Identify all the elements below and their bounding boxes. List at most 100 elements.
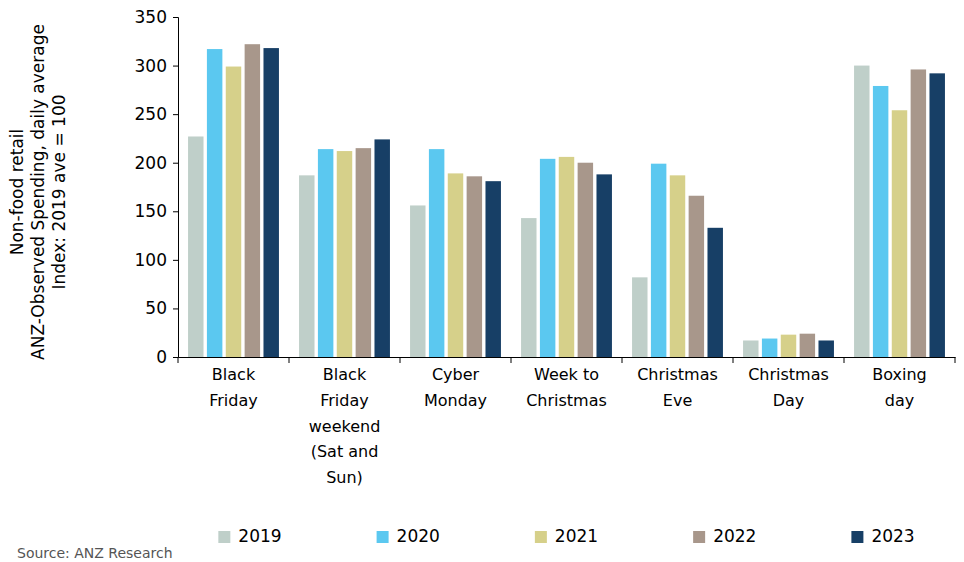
x-tick-label-line: Eve	[663, 391, 692, 410]
y-axis-line	[173, 18, 179, 358]
x-tick: Christmas Day	[748, 357, 829, 410]
bar-series	[263, 48, 944, 357]
x-tick-label: Black Friday	[209, 365, 258, 410]
bar	[429, 149, 444, 357]
y-tick-label: 200	[135, 153, 167, 173]
bar	[873, 86, 888, 357]
x-tick: Cyber Monday	[424, 357, 487, 410]
y-tick: 50	[145, 298, 178, 318]
legend-label: 2019	[238, 526, 281, 546]
x-tick-label: Christmas Day	[748, 365, 829, 410]
legend-label: 2021	[555, 526, 598, 546]
bar	[559, 157, 574, 357]
x-separator	[289, 357, 290, 363]
bar	[467, 176, 482, 357]
legend: 2019 2020 2021 2022 2023	[218, 526, 914, 546]
bar	[540, 159, 555, 357]
x-tick-label-line: Black	[212, 365, 256, 384]
y-tick: 100	[135, 250, 178, 270]
bar	[929, 73, 944, 357]
bar	[632, 277, 647, 357]
bar	[521, 218, 536, 357]
legend-swatch	[851, 531, 863, 543]
x-tick-label: BlackFridayweekend(Sat andSun)	[309, 365, 381, 486]
chart: 050100150200250300350BlackFridayBlackFri…	[0, 0, 964, 562]
x-tick-label-line: Week to	[534, 365, 599, 384]
y-tick-mark	[173, 357, 178, 358]
y-axis-title-line: ANZ-Observed Spending, daily average	[28, 24, 48, 360]
bar-series	[188, 66, 869, 357]
x-tick-label: Week to Christmas	[526, 365, 607, 410]
y-tick-label: 300	[135, 56, 167, 76]
y-tick-label: 250	[135, 104, 167, 124]
y-tick-mark	[173, 308, 178, 309]
x-tick-label-line: Christmas	[748, 365, 829, 384]
x-separator	[178, 357, 179, 363]
x-separator	[511, 357, 512, 363]
bar-series	[226, 67, 907, 357]
x-tick-label-line: Friday	[320, 391, 369, 410]
bar	[207, 49, 222, 357]
x-tick-label-line: Christmas	[526, 391, 607, 410]
y-tick-label: 100	[135, 250, 167, 270]
x-axis: BlackFridayBlackFridayweekend(Sat andSun…	[179, 357, 956, 487]
bar	[410, 205, 425, 357]
x-tick-label-line: Cyber	[432, 365, 480, 384]
x-tick-label-line: (Sat and	[311, 442, 379, 461]
bar	[707, 228, 722, 357]
bar	[485, 181, 500, 357]
legend-item: 2019	[218, 526, 281, 546]
legend-item: 2022	[693, 526, 756, 546]
x-axis-line	[179, 357, 956, 358]
x-tick-label-line: Sun)	[326, 468, 363, 487]
y-tick: 350	[135, 7, 178, 27]
bar	[651, 164, 666, 357]
y-tick: 200	[135, 153, 178, 173]
y-tick: 250	[135, 104, 178, 124]
bar	[670, 175, 685, 357]
x-tick: Christmas Eve	[637, 357, 718, 410]
x-tick-label-line: Day	[773, 391, 805, 410]
x-tick-label-line: Christmas	[637, 365, 718, 384]
legend-item: 2020	[377, 526, 440, 546]
y-tick: 150	[135, 201, 178, 221]
x-tick-label-line: Boxing	[872, 365, 926, 384]
x-tick-label: Boxing day	[872, 365, 926, 410]
legend-label: 2022	[713, 526, 756, 546]
y-axis-title-line: Non-food retail	[7, 129, 27, 256]
bar-series	[245, 44, 926, 357]
y-tick-mark	[173, 17, 178, 18]
x-separator	[955, 357, 956, 363]
bar	[800, 334, 815, 357]
bars	[188, 44, 945, 357]
y-tick-label: 350	[135, 7, 167, 27]
bar	[854, 66, 869, 357]
y-tick: 0	[156, 347, 178, 367]
x-separator	[400, 357, 401, 363]
bar-series	[207, 49, 888, 357]
legend-swatch	[693, 531, 705, 543]
bar	[337, 151, 352, 357]
bar	[374, 139, 389, 357]
y-tick-mark	[173, 114, 178, 115]
bar	[263, 48, 278, 357]
x-separator	[844, 357, 845, 363]
x-tick-label-line: weekend	[309, 417, 381, 436]
legend-item: 2021	[535, 526, 598, 546]
bar	[356, 148, 371, 357]
bar	[892, 110, 907, 357]
x-separators	[178, 357, 955, 363]
bar	[781, 335, 796, 357]
x-tick-label-line: Monday	[424, 391, 487, 410]
source: Source: ANZ Research	[17, 545, 173, 561]
x-separator	[622, 357, 623, 363]
y-axis: 0 50 100 150 200 250 300 350	[135, 7, 179, 367]
x-tick-label-line: day	[885, 391, 914, 410]
x-tick-label-line: Friday	[209, 391, 258, 410]
legend-label: 2023	[871, 526, 914, 546]
x-tick: Boxing day	[872, 357, 926, 410]
x-tick: Black Friday	[209, 357, 258, 410]
y-tick-label: 50	[145, 298, 167, 318]
bar	[299, 175, 314, 357]
bar	[245, 44, 260, 357]
